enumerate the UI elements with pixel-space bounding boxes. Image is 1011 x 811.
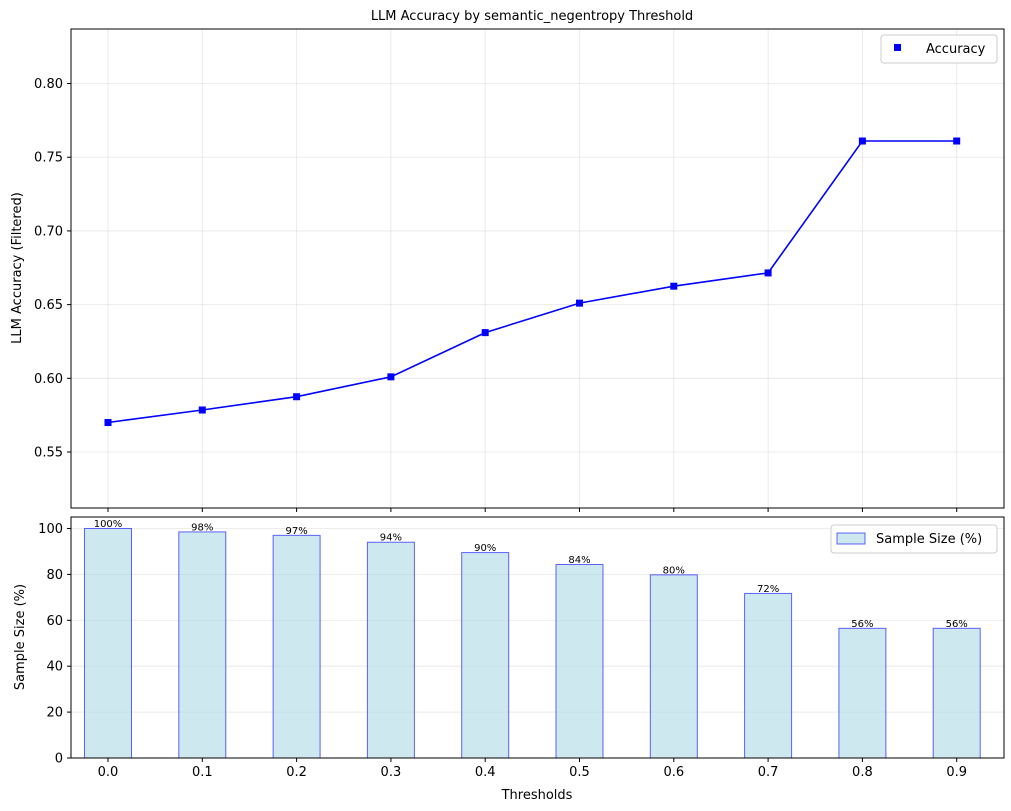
accuracy-data-point [387, 373, 395, 381]
sample-size-x-ticks: 0.0 0.1 0.2 0.3 0.4 0.5 0.6 0.7 0.8 0.9 [98, 758, 967, 780]
sample-size-bar-chart: 100% 98% 97% 94% 90% 84% 80% 72% 56% 56% 0 20 40 60 8… [13, 516, 1005, 803]
threshold-x-tick-label: 0.8 [852, 765, 873, 780]
threshold-x-tick-label: 0.7 [758, 765, 779, 780]
sample-size-bar [744, 592, 793, 759]
sample-size-legend-swatch-icon [836, 532, 866, 545]
sample-size-bars [84, 527, 981, 759]
accuracy-chart-title: LLM Accuracy by semantic_negentropy Thre… [371, 9, 693, 24]
accuracy-data-point [104, 419, 112, 427]
accuracy-data-point [858, 137, 866, 145]
sample-size-bar-label: 90% [474, 543, 496, 554]
sample-size-bar-label: 56% [851, 619, 873, 630]
threshold-x-tick-label: 0.4 [475, 765, 496, 780]
sample-size-y-tick-label: 0 [55, 752, 63, 767]
threshold-x-tick-label: 0.3 [381, 765, 402, 780]
accuracy-series-markers [104, 137, 961, 427]
threshold-x-tick-label: 0.0 [98, 765, 119, 780]
sample-size-bar [366, 541, 415, 759]
accuracy-y-tick-label: 0.55 [34, 445, 63, 460]
sample-size-y-tick-label: 40 [46, 660, 63, 675]
accuracy-legend-marker-icon [894, 44, 901, 51]
accuracy-line-chart: LLM Accuracy by semantic_negentropy Thre… [10, 9, 1005, 512]
sample-size-bar-label: 100% [94, 519, 123, 530]
sample-size-y-tick-label: 20 [46, 706, 63, 721]
accuracy-grid [71, 29, 1004, 508]
sample-size-legend-box [830, 524, 998, 554]
sample-size-plot-frame [70, 516, 1005, 759]
accuracy-y-ticks: 0.55 0.60 0.65 0.70 0.75 0.80 [34, 77, 71, 460]
sample-size-bar [461, 552, 510, 759]
accuracy-x-tick-marks [107, 508, 958, 512]
sample-size-bar [178, 531, 227, 759]
sample-size-bar [272, 534, 321, 759]
sample-size-bar [838, 627, 887, 759]
accuracy-data-point [576, 299, 583, 307]
sample-size-bar-label: 80% [663, 565, 685, 576]
threshold-x-tick-label: 0.1 [192, 765, 213, 780]
accuracy-data-point [198, 406, 206, 414]
threshold-x-tick-label: 0.5 [569, 765, 590, 780]
sample-size-y-tick-label: 100 [38, 522, 63, 537]
threshold-x-tick-label: 0.9 [946, 765, 967, 780]
threshold-x-tick-label: 0.2 [286, 765, 307, 780]
accuracy-y-tick-label: 0.75 [34, 151, 63, 166]
thresholds-x-axis-label: Thresholds [501, 788, 573, 803]
accuracy-y-tick-label: 0.65 [34, 298, 63, 313]
sample-size-bar-label: 84% [568, 555, 590, 566]
sample-size-bar-label: 98% [191, 522, 213, 533]
accuracy-data-point [764, 269, 772, 277]
accuracy-y-tick-label: 0.70 [34, 224, 63, 239]
sample-size-bar [932, 627, 981, 759]
sample-size-bar [649, 574, 698, 759]
accuracy-data-point [670, 282, 678, 290]
accuracy-y-tick-label: 0.60 [34, 372, 63, 387]
accuracy-plot-frame [70, 28, 1005, 509]
accuracy-series-line [107, 140, 957, 424]
accuracy-legend-box [880, 34, 998, 64]
accuracy-data-point [293, 393, 301, 401]
accuracy-data-point [953, 137, 961, 145]
threshold-x-tick-label: 0.6 [663, 765, 684, 780]
sample-size-bar-label: 97% [285, 526, 307, 537]
sample-size-bar [555, 564, 604, 759]
accuracy-y-tick-label: 0.80 [34, 77, 63, 92]
accuracy-data-point [481, 329, 489, 337]
sample-size-y-tick-label: 80 [46, 568, 63, 583]
sample-size-bar-label: 94% [380, 533, 402, 544]
accuracy-legend: Accuracy [880, 34, 998, 64]
accuracy-y-axis-label: LLM Accuracy (Filtered) [10, 192, 25, 344]
sample-size-bar-label: 72% [757, 584, 779, 595]
sample-size-bar-label: 56% [946, 619, 968, 630]
accuracy-legend-label: Accuracy [926, 42, 986, 57]
sample-size-bar-labels: 100% 98% 97% 94% 90% 84% 80% 72% 56% 56% [94, 519, 968, 630]
sample-size-bar [84, 527, 132, 759]
sample-size-y-axis-label: Sample Size (%) [13, 584, 28, 690]
sample-size-y-ticks: 0 20 40 60 80 100 [38, 522, 71, 767]
sample-size-y-tick-label: 60 [46, 614, 63, 629]
sample-size-legend-label: Sample Size (%) [876, 532, 982, 547]
sample-size-legend: Sample Size (%) [830, 524, 998, 554]
